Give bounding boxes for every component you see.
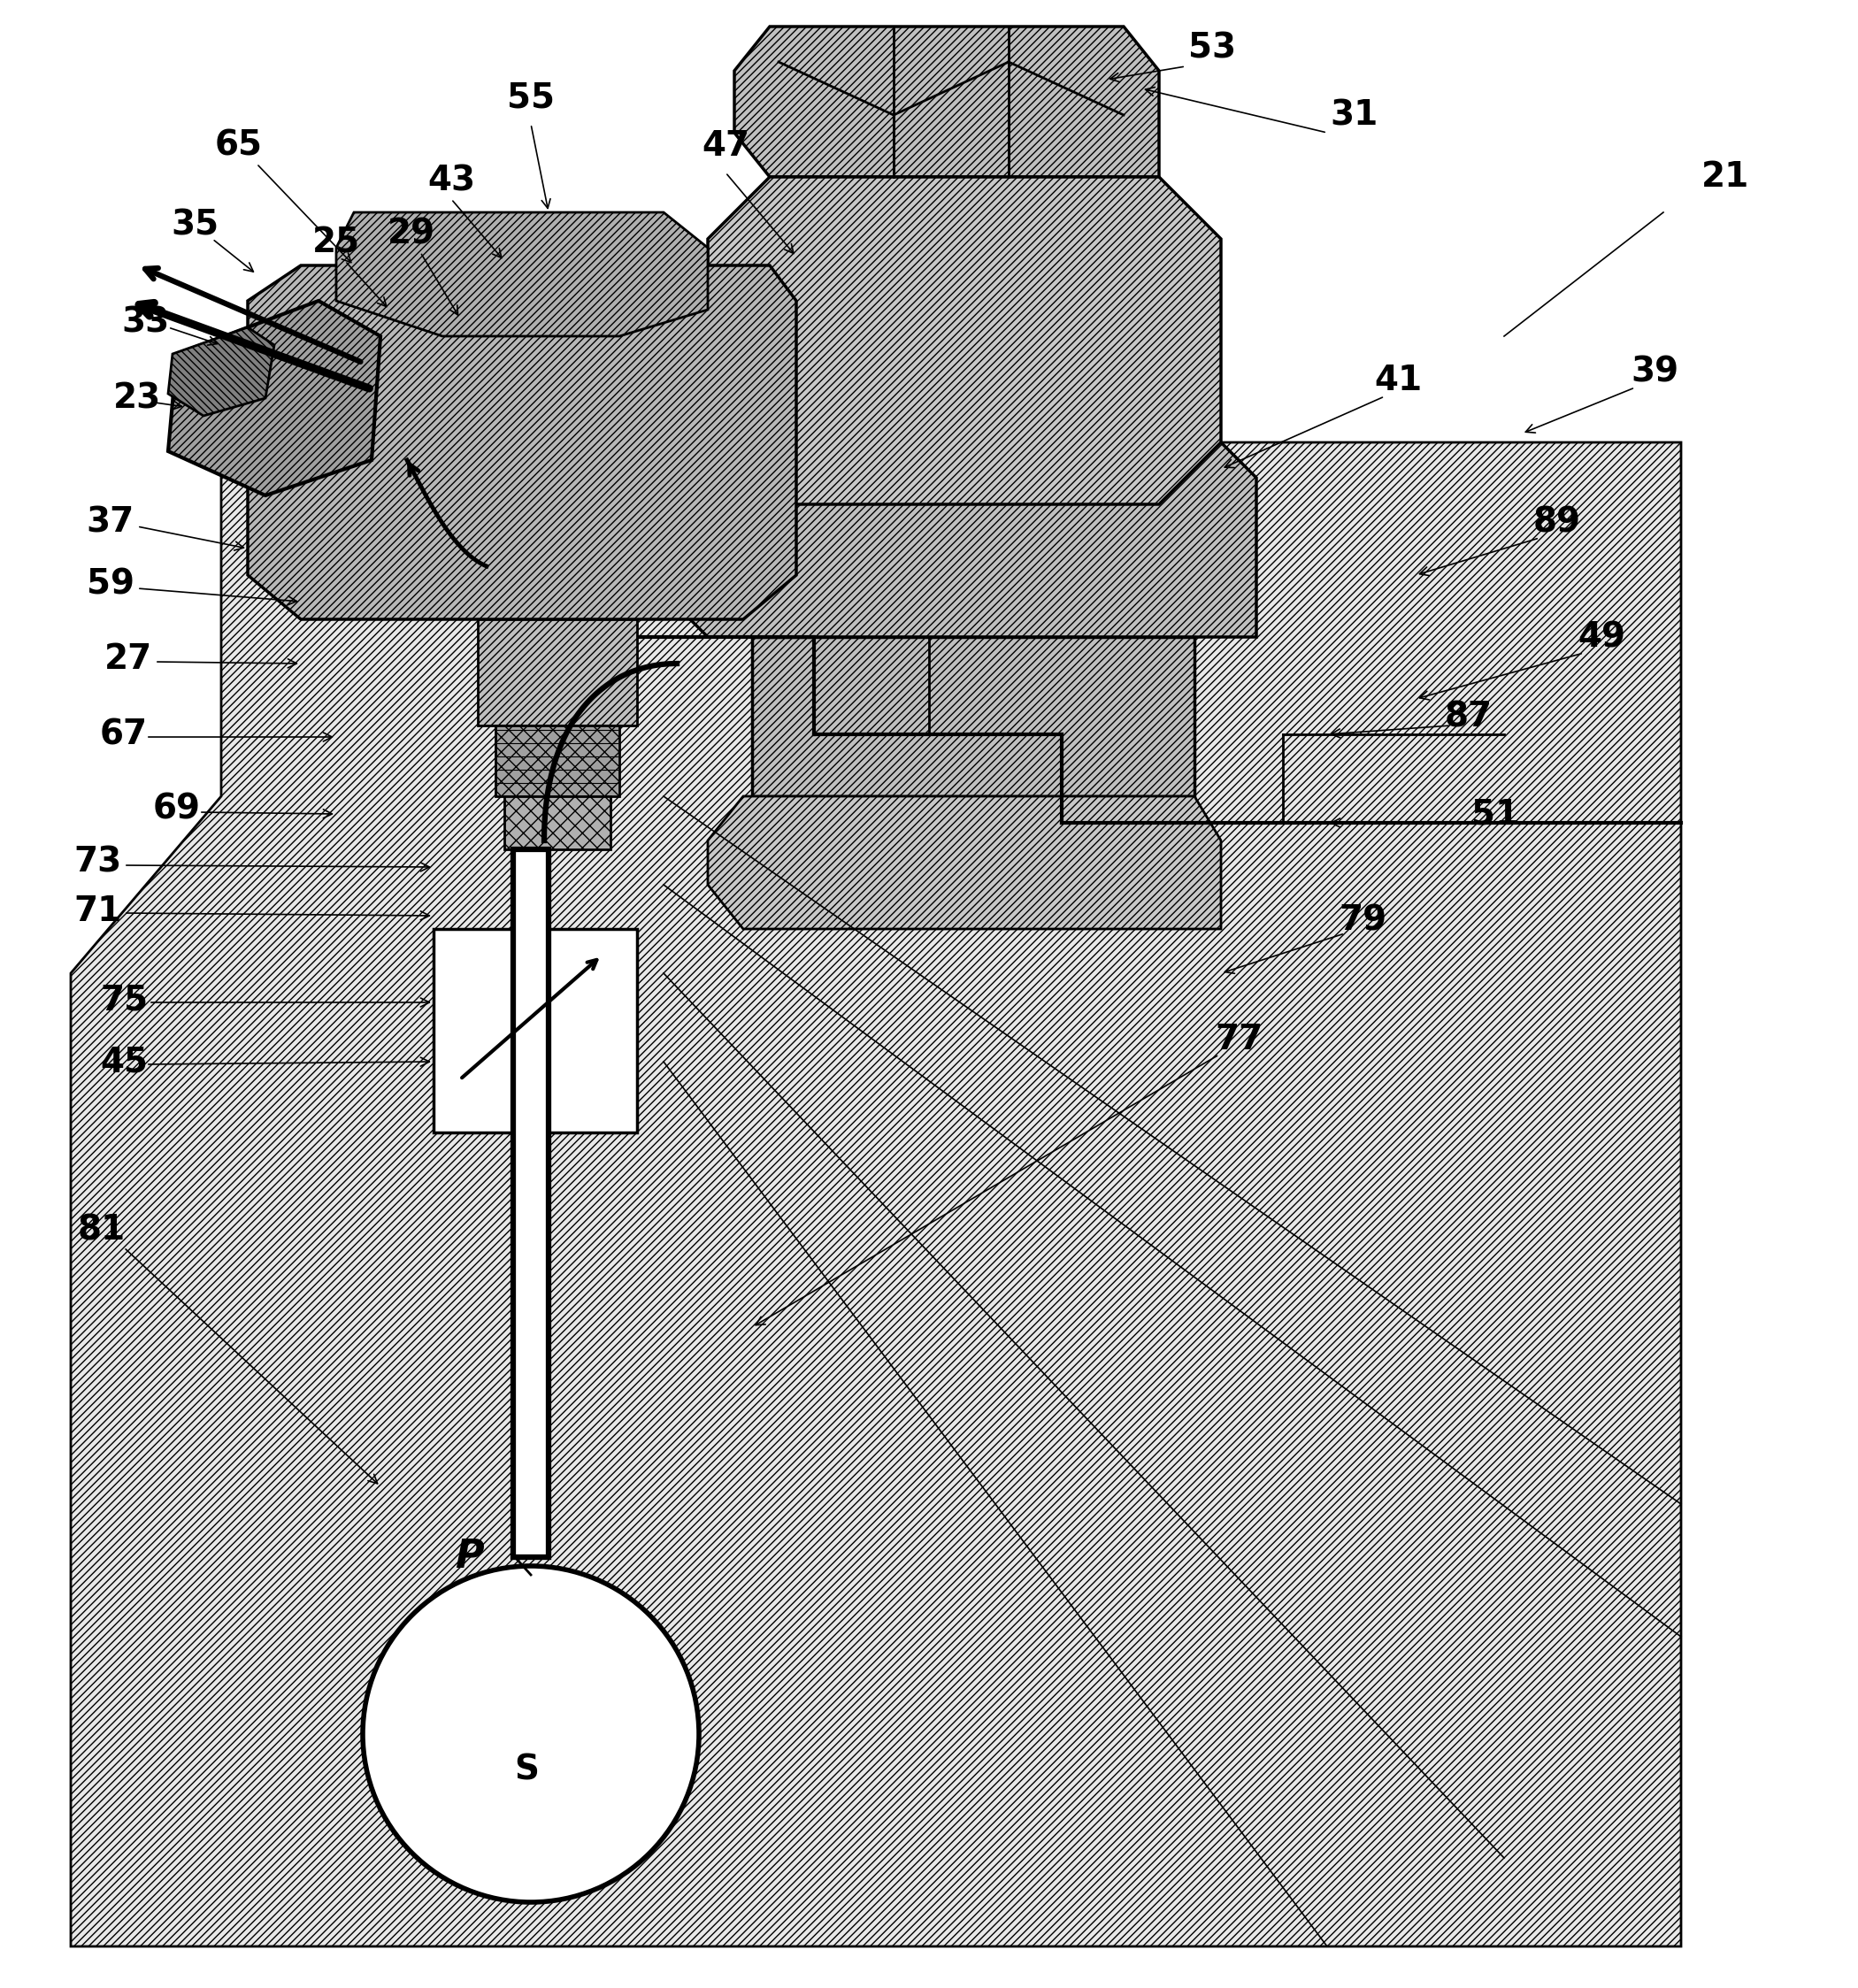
Polygon shape (247, 266, 797, 620)
Polygon shape (496, 726, 619, 797)
Text: 81: 81 (78, 1213, 126, 1246)
Text: 33: 33 (123, 306, 169, 340)
Text: 43: 43 (427, 165, 476, 199)
Text: 75: 75 (100, 982, 149, 1016)
Polygon shape (433, 928, 637, 1133)
Polygon shape (167, 300, 381, 495)
Text: 31: 31 (1330, 97, 1377, 131)
Polygon shape (478, 620, 637, 726)
Text: 49: 49 (1577, 620, 1626, 654)
Text: 27: 27 (104, 642, 152, 676)
Polygon shape (734, 26, 1159, 177)
Text: 47: 47 (702, 129, 749, 163)
Text: 51: 51 (1472, 797, 1520, 831)
Text: 45: 45 (100, 1046, 149, 1079)
Text: 79: 79 (1338, 903, 1386, 936)
Text: 55: 55 (507, 80, 556, 113)
Polygon shape (71, 443, 1681, 1946)
Polygon shape (708, 797, 1221, 928)
Text: 37: 37 (87, 505, 134, 539)
Text: 41: 41 (1373, 364, 1421, 398)
Polygon shape (336, 213, 708, 336)
Text: 71: 71 (72, 895, 121, 928)
Text: 23: 23 (113, 382, 162, 415)
Text: 87: 87 (1446, 700, 1492, 734)
Text: 21: 21 (1702, 161, 1748, 193)
Bar (513, 849, 548, 1557)
Text: 89: 89 (1533, 505, 1581, 539)
Text: 65: 65 (216, 129, 262, 163)
Text: 53: 53 (1187, 32, 1236, 66)
Text: S: S (515, 1753, 539, 1787)
Polygon shape (167, 328, 275, 415)
Text: 39: 39 (1631, 354, 1678, 388)
Polygon shape (752, 636, 1195, 797)
Text: 59: 59 (87, 567, 134, 600)
Text: 77: 77 (1215, 1022, 1263, 1056)
Text: 35: 35 (171, 209, 219, 243)
Circle shape (362, 1567, 699, 1903)
Polygon shape (504, 797, 611, 849)
Text: 29: 29 (388, 217, 435, 250)
Text: 25: 25 (312, 227, 360, 260)
Text: 69: 69 (152, 793, 201, 827)
Text: 73: 73 (72, 845, 121, 879)
Text: P: P (455, 1539, 483, 1576)
Polygon shape (708, 177, 1221, 505)
Polygon shape (673, 443, 1256, 636)
Text: 67: 67 (100, 718, 149, 751)
